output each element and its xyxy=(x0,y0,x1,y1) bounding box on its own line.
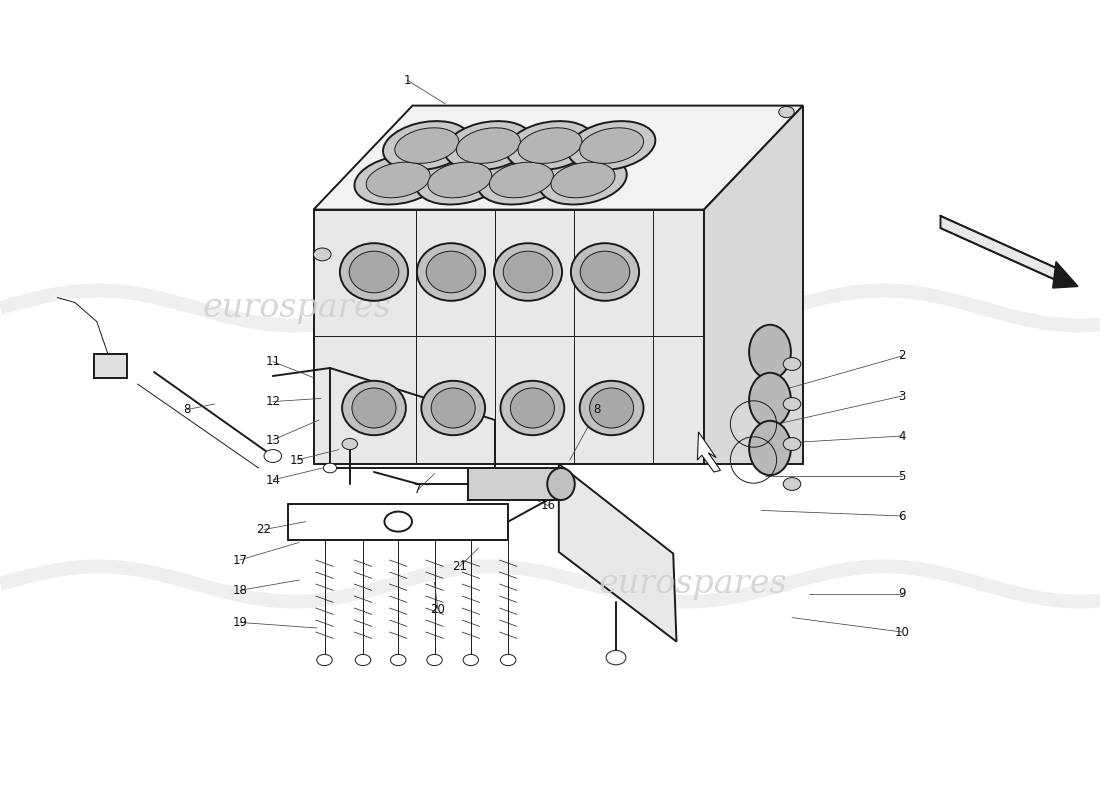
Text: 22: 22 xyxy=(256,523,272,536)
Ellipse shape xyxy=(568,121,656,170)
Ellipse shape xyxy=(428,162,492,198)
Ellipse shape xyxy=(317,654,332,666)
Ellipse shape xyxy=(500,381,564,435)
Text: 8: 8 xyxy=(184,403,190,416)
Ellipse shape xyxy=(783,358,801,370)
Text: 20: 20 xyxy=(430,603,446,616)
Ellipse shape xyxy=(581,251,629,293)
Ellipse shape xyxy=(417,243,485,301)
Text: eurospares: eurospares xyxy=(598,568,788,600)
Ellipse shape xyxy=(456,128,520,163)
Text: 3: 3 xyxy=(899,390,905,402)
Ellipse shape xyxy=(500,654,516,666)
Text: 13: 13 xyxy=(265,434,280,446)
Polygon shape xyxy=(704,106,803,464)
Ellipse shape xyxy=(416,155,504,205)
Polygon shape xyxy=(468,468,561,500)
Ellipse shape xyxy=(749,373,791,427)
Text: 14: 14 xyxy=(265,474,280,486)
Ellipse shape xyxy=(749,325,791,379)
Text: 21: 21 xyxy=(452,560,468,573)
Ellipse shape xyxy=(444,121,532,170)
Ellipse shape xyxy=(749,421,791,475)
Ellipse shape xyxy=(366,162,430,198)
Ellipse shape xyxy=(385,512,411,532)
Ellipse shape xyxy=(354,155,442,205)
Text: 19: 19 xyxy=(232,616,248,629)
Text: 12: 12 xyxy=(265,395,280,408)
Ellipse shape xyxy=(506,121,594,170)
Ellipse shape xyxy=(431,388,475,428)
Polygon shape xyxy=(314,210,704,464)
Ellipse shape xyxy=(783,398,801,410)
Ellipse shape xyxy=(340,243,408,301)
Ellipse shape xyxy=(383,121,471,170)
Ellipse shape xyxy=(571,243,639,301)
Text: 7: 7 xyxy=(415,483,421,496)
Polygon shape xyxy=(1053,262,1078,288)
Ellipse shape xyxy=(427,654,442,666)
Ellipse shape xyxy=(395,128,459,163)
Polygon shape xyxy=(94,354,126,378)
Ellipse shape xyxy=(783,478,801,490)
Ellipse shape xyxy=(390,654,406,666)
Text: 5: 5 xyxy=(899,470,905,482)
Ellipse shape xyxy=(421,381,485,435)
Ellipse shape xyxy=(606,650,626,665)
Text: 8: 8 xyxy=(594,403,601,416)
Text: 10: 10 xyxy=(894,626,910,638)
Ellipse shape xyxy=(342,438,358,450)
Ellipse shape xyxy=(551,162,615,198)
Text: 17: 17 xyxy=(232,554,248,566)
Ellipse shape xyxy=(580,381,644,435)
Ellipse shape xyxy=(504,251,552,293)
Text: 1: 1 xyxy=(404,74,410,86)
Text: 15: 15 xyxy=(289,454,305,466)
Ellipse shape xyxy=(350,251,398,293)
Ellipse shape xyxy=(539,155,627,205)
Text: 9: 9 xyxy=(899,587,905,600)
Polygon shape xyxy=(697,432,720,472)
Ellipse shape xyxy=(783,438,801,450)
Ellipse shape xyxy=(427,251,475,293)
Ellipse shape xyxy=(490,162,553,198)
Polygon shape xyxy=(314,106,803,210)
Ellipse shape xyxy=(580,128,644,163)
Ellipse shape xyxy=(264,450,282,462)
Polygon shape xyxy=(940,216,1056,280)
Ellipse shape xyxy=(463,654,478,666)
Ellipse shape xyxy=(342,381,406,435)
Text: 2: 2 xyxy=(899,350,905,362)
Text: 11: 11 xyxy=(265,355,280,368)
Ellipse shape xyxy=(590,388,634,428)
Ellipse shape xyxy=(352,388,396,428)
Ellipse shape xyxy=(518,128,582,163)
Ellipse shape xyxy=(779,106,794,118)
Text: 6: 6 xyxy=(899,510,905,522)
Text: 18: 18 xyxy=(232,584,248,597)
Polygon shape xyxy=(559,464,676,642)
Ellipse shape xyxy=(323,463,337,473)
Ellipse shape xyxy=(314,248,331,261)
Text: 16: 16 xyxy=(540,499,556,512)
Ellipse shape xyxy=(355,654,371,666)
Ellipse shape xyxy=(510,388,554,428)
Text: eurospares: eurospares xyxy=(202,292,392,324)
Ellipse shape xyxy=(494,243,562,301)
Ellipse shape xyxy=(548,468,574,500)
Ellipse shape xyxy=(477,155,565,205)
Text: 4: 4 xyxy=(899,430,905,442)
